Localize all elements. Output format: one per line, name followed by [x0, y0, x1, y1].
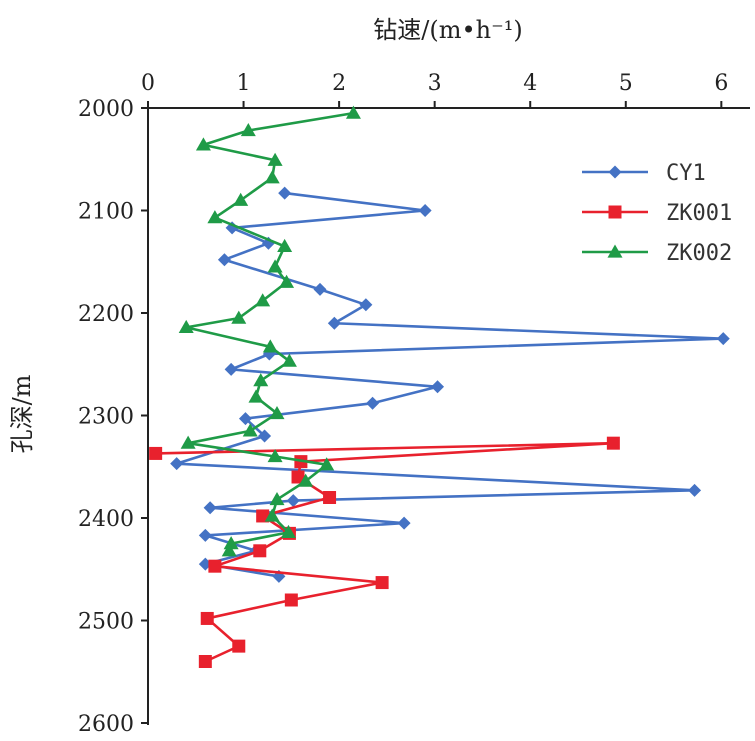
data-point	[170, 457, 184, 471]
data-point	[397, 516, 411, 530]
x-tick-label: 4	[523, 71, 537, 96]
data-point	[253, 544, 267, 558]
data-point	[203, 501, 217, 515]
data-point	[267, 259, 283, 273]
data-point	[256, 509, 270, 523]
data-point	[280, 524, 296, 538]
x-tick-label: 3	[428, 71, 442, 96]
data-point	[240, 123, 256, 137]
series-line-zk002	[184, 111, 354, 552]
data-point	[223, 536, 239, 550]
series-cy1	[170, 186, 730, 583]
data-point	[291, 470, 305, 484]
data-point	[716, 332, 730, 346]
data-point	[200, 611, 214, 625]
data-point	[327, 316, 341, 330]
data-point	[207, 210, 223, 224]
data-point	[262, 339, 278, 353]
y-tick-label: 2500	[78, 610, 134, 635]
series-line-cy1	[175, 191, 725, 578]
x-tick-label: 0	[141, 71, 155, 96]
legend-item-zk001: ZK001	[582, 201, 732, 226]
data-point	[319, 457, 335, 471]
data-point	[688, 483, 702, 497]
y-tick-label: 2400	[78, 507, 134, 532]
legend-item-cy1: CY1	[582, 161, 706, 186]
data-point	[149, 446, 163, 460]
data-point	[255, 293, 271, 307]
data-point	[233, 192, 249, 206]
data-point	[269, 492, 285, 506]
y-tick-label: 2100	[78, 200, 134, 225]
data-point	[224, 362, 238, 376]
data-point	[323, 491, 337, 504]
data-point	[198, 655, 212, 668]
data-point	[253, 373, 269, 387]
legend-marker	[608, 165, 622, 179]
y-tick-label: 2300	[78, 405, 134, 430]
data-point	[195, 137, 211, 151]
series-zk001	[149, 436, 620, 668]
data-point	[366, 396, 380, 410]
data-point	[264, 508, 280, 522]
data-point	[375, 576, 389, 590]
data-point	[418, 204, 432, 217]
data-point	[178, 319, 194, 333]
legend-label: ZK001	[666, 201, 732, 226]
x-tick-label: 1	[237, 71, 251, 96]
data-point	[281, 353, 297, 367]
data-point	[248, 389, 264, 403]
data-point	[267, 449, 283, 463]
data-point	[232, 639, 246, 653]
series-layer	[149, 105, 730, 668]
data-point	[242, 423, 258, 437]
legend-marker	[607, 244, 623, 258]
data-point	[279, 274, 295, 288]
x-tick-label: 5	[619, 71, 633, 96]
data-point	[277, 238, 293, 252]
x-tick-label: 2	[332, 71, 346, 96]
data-point	[431, 380, 445, 394]
series-zk002	[178, 105, 361, 557]
x-tick-label: 6	[714, 71, 728, 96]
data-point	[359, 298, 373, 312]
y-tick-label: 2600	[78, 712, 134, 737]
data-point	[345, 105, 361, 119]
legend: CY1 ZK001 ZK002	[582, 161, 732, 266]
data-point	[198, 528, 212, 542]
legend-label: ZK002	[666, 241, 732, 266]
data-point	[284, 593, 298, 607]
legend-marker	[608, 205, 622, 219]
data-point	[606, 436, 620, 450]
data-point	[267, 152, 283, 166]
data-point	[238, 412, 252, 426]
data-point	[208, 559, 222, 573]
data-point	[269, 405, 285, 420]
data-point	[180, 435, 196, 449]
data-point	[258, 429, 272, 443]
x-axis-title: 钻速/(m•h⁻¹)	[373, 16, 522, 44]
data-point	[221, 543, 237, 557]
data-point	[264, 170, 280, 184]
data-point	[313, 282, 327, 296]
y-tick-label: 2000	[78, 97, 134, 122]
data-point	[278, 186, 292, 200]
data-point	[217, 253, 231, 267]
legend-item-zk002: ZK002	[582, 241, 732, 266]
y-axis-title: 孔深/m	[8, 374, 36, 453]
axes: 0 1 2 3 4 5 6 2000 2100 2200 2300 2400 2500 2600	[78, 71, 750, 737]
legend-label: CY1	[666, 161, 706, 186]
y-tick-label: 2200	[78, 302, 134, 327]
data-point	[298, 473, 314, 487]
data-point	[286, 494, 300, 508]
data-point	[231, 310, 247, 324]
